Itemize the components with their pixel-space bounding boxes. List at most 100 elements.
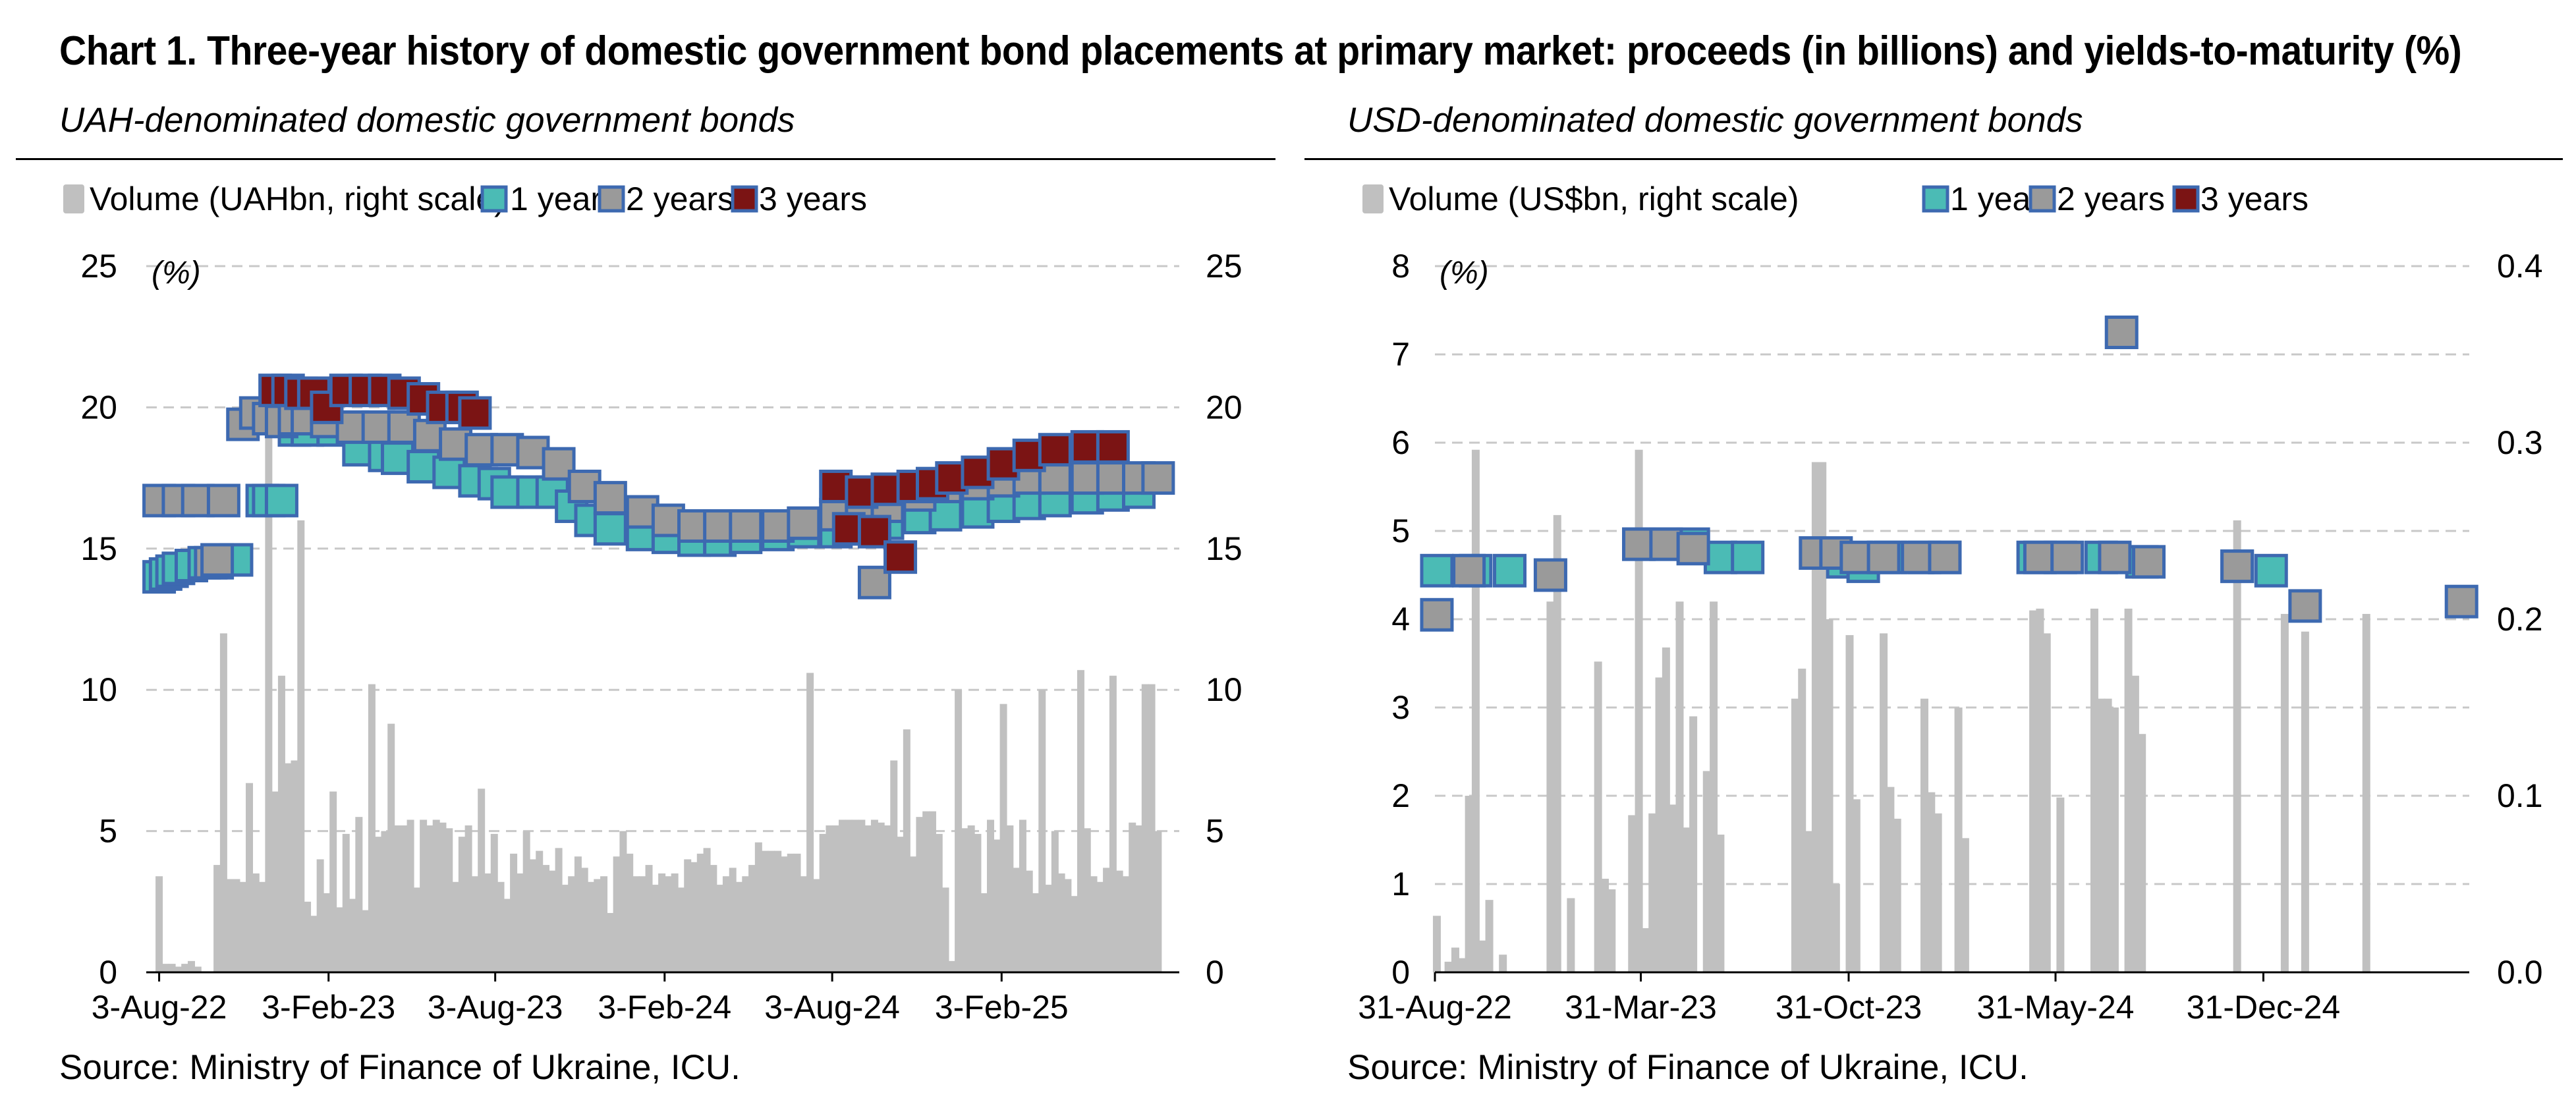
uah-volume-bar — [413, 887, 421, 972]
usd-volume-bar — [1811, 462, 1820, 972]
usd-y-left-tick: 0 — [1391, 954, 1410, 991]
uah-y-right-tick: 25 — [1206, 248, 1243, 285]
uah-volume-bar — [761, 850, 769, 972]
uah-volume-bar — [368, 684, 376, 972]
usd-volume-bar — [1594, 661, 1602, 972]
uah-volume-bar — [587, 881, 595, 972]
usd-volume-bar — [1628, 815, 1637, 972]
uah-volume-bar — [613, 856, 621, 972]
uah-volume-bar — [439, 822, 447, 972]
usd-marker-2-years — [2220, 549, 2254, 584]
uah-volume-bar — [1019, 819, 1026, 972]
usd-marker-2-years — [1533, 558, 1567, 592]
usd-volume-bar — [1553, 514, 1561, 972]
usd-volume-bar — [1710, 601, 1718, 972]
usd-volume-bar — [1600, 878, 1609, 972]
usd-volume-bar — [1567, 898, 1575, 972]
uah-volume-bar — [400, 825, 408, 972]
uah-volume-bar — [955, 690, 963, 972]
uah-legend-swatch — [480, 185, 508, 213]
uah-volume-bar — [213, 865, 221, 972]
usd-volume-bar — [1478, 940, 1487, 972]
uah-source-note: Source: Ministry of Finance of Ukraine, … — [59, 1048, 741, 1087]
uah-volume-bar — [883, 825, 891, 972]
uah-volume-bar — [851, 819, 859, 972]
usd-marker-2-years — [1649, 527, 1683, 561]
usd-legend-swatch — [1922, 185, 1949, 213]
uah-marker-2-years — [787, 506, 821, 540]
uah-y-left-tick: 0 — [99, 954, 117, 991]
uah-volume-bar — [897, 837, 905, 972]
uah-volume-bar — [658, 873, 666, 972]
usd-y-right-tick: 0.4 — [2497, 248, 2543, 285]
uah-volume-bar — [800, 876, 808, 972]
uah-legend-label: Volume (UAHbn, right scale) — [90, 180, 505, 217]
uah-volume-bar — [684, 859, 692, 972]
usd-marker-2-years — [2104, 316, 2139, 349]
uah-volume-bar — [239, 881, 247, 972]
usd-volume-bar — [2124, 608, 2133, 972]
usd-volume-bar — [1798, 669, 1806, 972]
uah-volume-bar — [1103, 868, 1111, 972]
usd-y-right-tick: 0.0 — [2497, 954, 2543, 991]
uah-volume-bar — [780, 856, 788, 972]
uah-volume-bar — [542, 865, 550, 972]
uah-volume-bar — [155, 876, 163, 972]
usd-marker-2-years — [2444, 584, 2478, 619]
uah-marker-3-years — [458, 396, 492, 430]
uah-volume-bar — [548, 870, 556, 972]
uah-x-tick-label: 3-Feb-25 — [935, 989, 1069, 1026]
uah-legend-swatch — [598, 185, 625, 213]
uah-volume-bar — [420, 819, 428, 972]
uah-volume-bar — [168, 964, 176, 972]
uah-volume-bar — [1115, 870, 1123, 972]
uah-y-left-tick: 10 — [80, 671, 117, 708]
usd-y-left-tick: 6 — [1391, 424, 1410, 461]
uah-y-right-tick: 15 — [1206, 530, 1243, 567]
usd-volume-bar — [1954, 707, 1963, 972]
uah-y-right-tick: 20 — [1206, 389, 1243, 426]
uah-volume-bar — [716, 885, 724, 972]
uah-marker-2-years — [1038, 461, 1072, 495]
uah-volume-bar — [226, 879, 234, 972]
uah-volume-bar — [503, 899, 511, 972]
uah-volume-bar — [271, 791, 279, 972]
uah-volume-bar — [161, 964, 169, 972]
usd-x-tick-label: 31-Oct-23 — [1776, 989, 1922, 1026]
uah-volume-bar — [252, 873, 260, 972]
uah-volume-bar — [748, 865, 756, 972]
uah-volume-bar — [967, 825, 975, 972]
uah-volume-bar — [349, 899, 356, 972]
usd-marker-2-years — [1866, 540, 1901, 574]
uah-volume-bar — [1077, 670, 1084, 972]
uah-volume-bar — [329, 791, 337, 972]
usd-legend-label: Volume (US$bn, right scale) — [1389, 180, 1799, 217]
uah-volume-bar — [1013, 868, 1021, 972]
uah-volume-bar — [626, 853, 634, 972]
usd-marker-2-years — [1452, 553, 1486, 588]
uah-volume-bar — [729, 868, 737, 972]
uah-volume-bar — [529, 859, 537, 972]
usd-legend-label: 3 years — [2200, 180, 2309, 217]
uah-x-tick-label: 3-Aug-24 — [764, 989, 900, 1026]
usd-y-right-tick: 0.3 — [2497, 424, 2543, 461]
uah-volume-bar — [877, 822, 885, 972]
uah-marker-2-years — [200, 543, 235, 577]
usd-volume-bar — [2362, 613, 2370, 972]
uah-volume-bar — [568, 876, 576, 972]
uah-volume-bar — [1057, 873, 1065, 972]
uah-volume-bar — [291, 760, 298, 972]
usd-y-left-tick: 8 — [1391, 248, 1410, 285]
uah-volume-bar — [1045, 885, 1053, 972]
uah-legend-label: 2 years — [626, 180, 734, 217]
uah-volume-bar — [864, 825, 872, 972]
usd-volume-bar — [2104, 698, 2112, 972]
uah-unit-label: (%) — [152, 256, 201, 291]
usd-volume-bar — [2029, 610, 2038, 972]
uah-volume-bar — [980, 893, 988, 972]
uah-y-right-tick: 5 — [1206, 813, 1224, 850]
uah-y-right-tick: 10 — [1206, 671, 1243, 708]
uah-volume-bar — [619, 831, 627, 972]
usd-volume-bar — [2056, 797, 2065, 972]
